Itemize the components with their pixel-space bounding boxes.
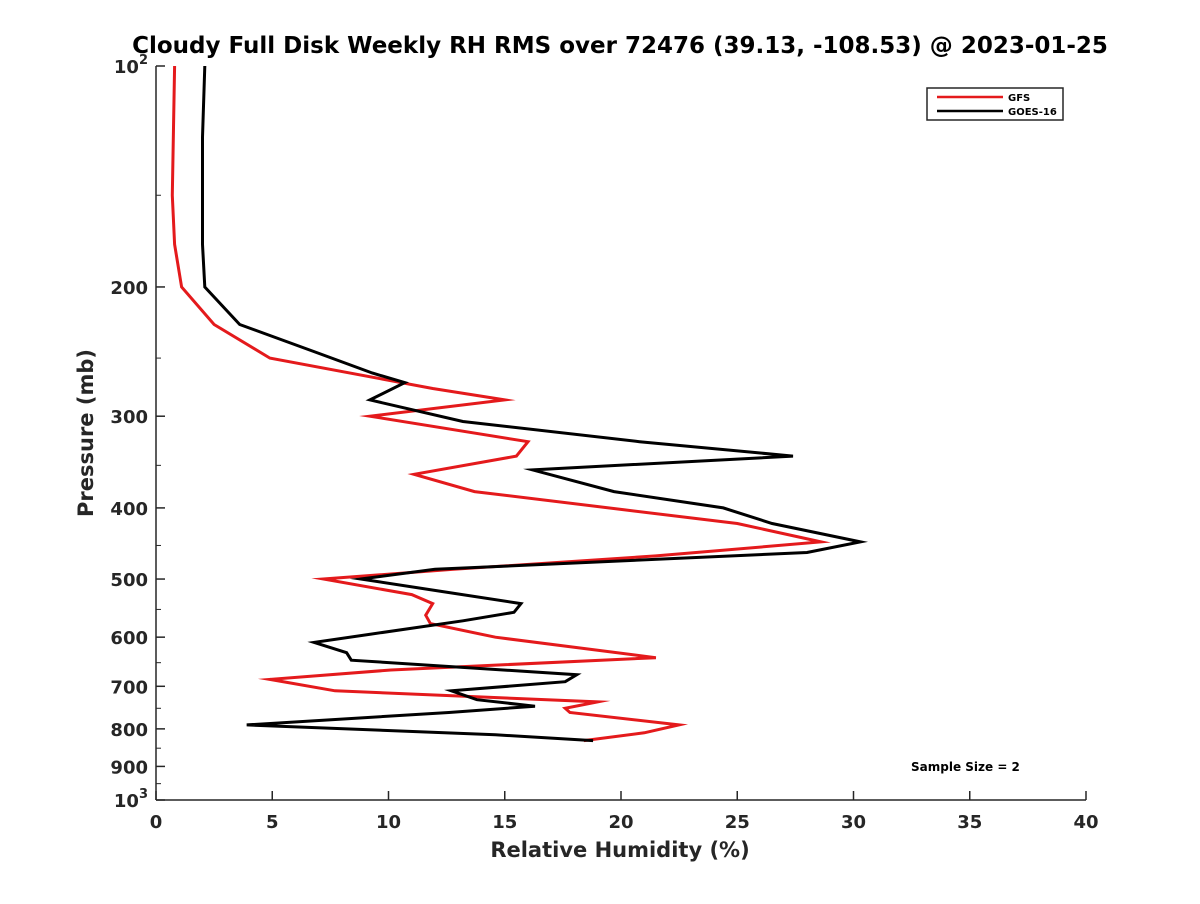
y-tick-label: 600: [110, 628, 148, 649]
x-tick-label: 15: [492, 812, 517, 833]
x-tick-label: 25: [725, 812, 750, 833]
legend-label-gfs: GFS: [1008, 93, 1030, 104]
chart-title: Cloudy Full Disk Weekly RH RMS over 7247…: [132, 33, 1108, 59]
x-tick-label: 5: [266, 812, 279, 833]
x-tick-label: 40: [1073, 812, 1098, 833]
y-tick-label: 700: [110, 677, 148, 698]
series-line-gfs: [170, 65, 831, 743]
x-tick-label: 30: [841, 812, 866, 833]
series-line-goes16: [201, 65, 869, 743]
y-tick-label: 500: [110, 570, 148, 591]
y-tick-label: 103: [114, 787, 148, 812]
y-tick-label: 300: [110, 407, 148, 428]
legend-label-goes16: GOES-16: [1008, 107, 1057, 118]
x-tick-label: 20: [608, 812, 633, 833]
y-tick-label: 200: [110, 278, 148, 299]
series-layer: [170, 65, 869, 743]
axes-layer: 0 5 10 15 20 25 30 35 40 102 200 300 400 500 600 700 800…: [110, 53, 1098, 833]
y-tick-label: 900: [110, 757, 148, 778]
legend: GFS GOES-16: [926, 87, 1064, 121]
x-tick-label: 10: [376, 812, 401, 833]
y-tick-label: 102: [114, 53, 148, 78]
y-axis-label: Pressure (mb): [74, 349, 98, 517]
x-tick-label: 0: [150, 812, 163, 833]
x-axis-label: Relative Humidity (%): [490, 838, 749, 862]
y-tick-label: 400: [110, 499, 148, 520]
x-tick-label: 35: [957, 812, 982, 833]
sample-size-annotation: Sample Size = 2: [911, 760, 1020, 774]
legend-box: [926, 87, 1064, 121]
y-tick-label: 800: [110, 720, 148, 741]
